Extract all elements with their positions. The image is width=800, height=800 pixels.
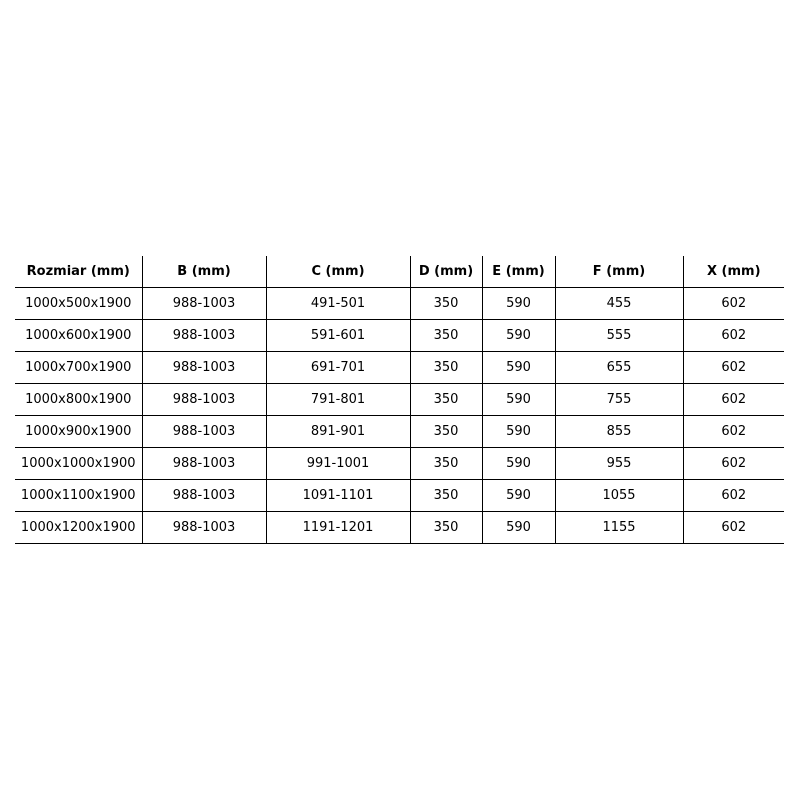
table-cell: 991-1001 <box>265 447 410 480</box>
table-cell: 1000x1000x1900 <box>15 447 142 480</box>
table-row: 1000x900x1900 988-1003 891-901 350 590 855 602 <box>15 415 784 448</box>
table-row: 1000x800x1900 988-1003 791-801 350 590 755 602 <box>15 383 784 416</box>
table-cell: 602 <box>682 415 784 448</box>
table-cell: 350 <box>409 479 482 512</box>
table-row: 1000x1200x1900 988-1003 1191-1201 350 590 115… <box>15 511 784 544</box>
table-cell: 1055 <box>554 479 683 512</box>
table-cell: 491-501 <box>265 287 410 320</box>
column-header: Rozmiar (mm) <box>15 256 142 288</box>
table-cell: 1000x800x1900 <box>15 383 142 416</box>
table-cell: 602 <box>682 383 784 416</box>
table-row: 1000x600x1900 988-1003 591-601 350 590 555 602 <box>15 319 784 352</box>
column-header: B (mm) <box>141 256 266 288</box>
table-cell: 1000x1200x1900 <box>15 511 142 544</box>
table-cell: 350 <box>409 447 482 480</box>
table-cell: 350 <box>409 319 482 352</box>
table-cell: 988-1003 <box>141 287 266 320</box>
table-cell: 602 <box>682 479 784 512</box>
table-cell: 1091-1101 <box>265 479 410 512</box>
table-cell: 988-1003 <box>141 479 266 512</box>
table-cell: 350 <box>409 511 482 544</box>
table-cell: 590 <box>481 479 555 512</box>
table-cell: 602 <box>682 319 784 352</box>
table-cell: 988-1003 <box>141 415 266 448</box>
table-row: 1000x1100x1900 988-1003 1091-1101 350 590 105… <box>15 479 784 512</box>
header-row: Rozmiar (mm) B (mm) C (mm) D (mm) E (mm) F (m… <box>15 256 784 288</box>
table-cell: 590 <box>481 511 555 544</box>
table-cell: 1000x500x1900 <box>15 287 142 320</box>
table-cell: 755 <box>554 383 683 416</box>
table-cell: 590 <box>481 287 555 320</box>
table-cell: 955 <box>554 447 683 480</box>
table-cell: 791-801 <box>265 383 410 416</box>
table-cell: 555 <box>554 319 683 352</box>
table-cell: 855 <box>554 415 683 448</box>
table-cell: 655 <box>554 351 683 384</box>
table-cell: 590 <box>481 351 555 384</box>
table-cell: 590 <box>481 447 555 480</box>
column-header: C (mm) <box>265 256 410 288</box>
table-cell: 1155 <box>554 511 683 544</box>
table-cell: 988-1003 <box>141 383 266 416</box>
table-cell: 590 <box>481 383 555 416</box>
table-cell: 590 <box>481 415 555 448</box>
table-cell: 350 <box>409 351 482 384</box>
table-cell: 602 <box>682 287 784 320</box>
column-header: F (mm) <box>554 256 683 288</box>
column-header: E (mm) <box>481 256 555 288</box>
table-cell: 691-701 <box>265 351 410 384</box>
table-cell: 350 <box>409 415 482 448</box>
table-cell: 350 <box>409 287 482 320</box>
table-cell: 350 <box>409 383 482 416</box>
table-cell: 1000x1100x1900 <box>15 479 142 512</box>
table-cell: 1000x600x1900 <box>15 319 142 352</box>
table-cell: 1191-1201 <box>265 511 410 544</box>
table-cell: 1000x700x1900 <box>15 351 142 384</box>
column-header: X (mm) <box>682 256 784 288</box>
table-cell: 988-1003 <box>141 351 266 384</box>
table-cell: 988-1003 <box>141 447 266 480</box>
table-cell: 602 <box>682 511 784 544</box>
table-cell: 591-601 <box>265 319 410 352</box>
table-cell: 590 <box>481 319 555 352</box>
table-row: 1000x700x1900 988-1003 691-701 350 590 655 602 <box>15 351 784 384</box>
table-cell: 988-1003 <box>141 319 266 352</box>
table-cell: 891-901 <box>265 415 410 448</box>
dimensions-table: Rozmiar (mm) B (mm) C (mm) D (mm) E (mm) F (m… <box>15 256 784 544</box>
table-cell: 602 <box>682 447 784 480</box>
table-cell: 988-1003 <box>141 511 266 544</box>
table-cell: 455 <box>554 287 683 320</box>
column-header: D (mm) <box>409 256 482 288</box>
table-cell: 602 <box>682 351 784 384</box>
table-row: 1000x500x1900 988-1003 491-501 350 590 455 602 <box>15 287 784 320</box>
table-row: 1000x1000x1900 988-1003 991-1001 350 590 955 6… <box>15 447 784 480</box>
table-cell: 1000x900x1900 <box>15 415 142 448</box>
